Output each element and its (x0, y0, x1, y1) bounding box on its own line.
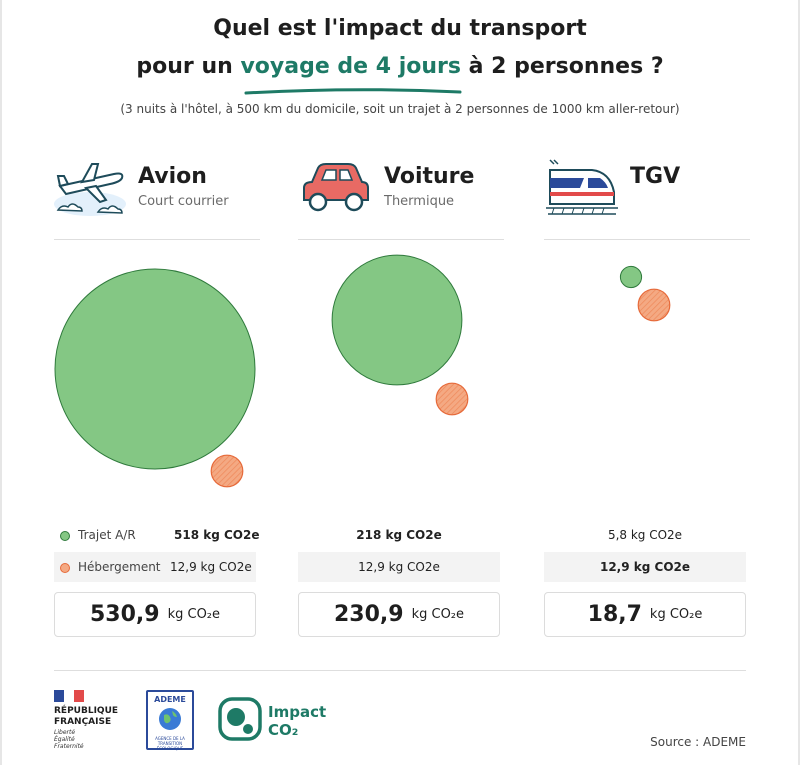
subtitle: (3 nuits à l'hôtel, à 500 km du domicile… (120, 102, 680, 116)
bubble-lodging-tgv (637, 288, 671, 322)
marianne-flag-icon (54, 690, 84, 702)
rf-motto-1: Liberté (54, 729, 76, 736)
col-name-tgv: TGV (630, 164, 681, 189)
legend-trip-dot (60, 531, 70, 541)
trip-value-voiture: 218 kg CO2e (356, 528, 442, 542)
lodging-row-bg (544, 552, 746, 582)
legend-trip-label: Trajet A/R (78, 528, 136, 542)
header-separator (54, 239, 260, 240)
total-value-tgv: 18,7 (587, 602, 642, 627)
lodging-row-bg (298, 552, 500, 582)
rf-motto-3: Fraternité (54, 743, 84, 750)
total-unit-voiture: kg CO₂e (411, 607, 465, 622)
car-icon (303, 163, 369, 212)
highlight-underline (244, 88, 462, 95)
source-text: Source : ADEME (650, 735, 746, 749)
train-icon (546, 159, 618, 215)
total-value-voiture: 230,9 (333, 602, 404, 627)
ademe-subtext: AGENCE DE LA TRANSITION ÉCOLOGIQUE (155, 736, 185, 751)
rf-motto-2: Égalité (54, 736, 75, 743)
ademe-logo: ADEME AGENCE DE LA TRANSITION ÉCOLOGIQUE (146, 690, 194, 751)
total-box-tgv: 18,7 kg CO₂e (544, 592, 746, 637)
title-suffix: à 2 personnes ? (460, 54, 664, 79)
title-line-1: Quel est l'impact du transport (213, 16, 587, 41)
title-line-2: pour un voyage de 4 jours à 2 personnes … (0, 54, 800, 79)
trip-value-avion: 518 kg CO2e (174, 528, 260, 542)
col-sub-avion: Court courrier (138, 194, 229, 209)
bubble-trip-avion (54, 268, 256, 470)
title-highlight: voyage de 4 jours (240, 54, 461, 79)
legend-lodging-dot (60, 563, 70, 573)
bubble-lodging-avion (210, 454, 244, 488)
total-unit-avion: kg CO₂e (167, 607, 221, 622)
lodging-value-tgv: 12,9 kg CO2e (599, 560, 691, 574)
globe-icon (159, 708, 181, 730)
header-separator (298, 239, 504, 240)
col-name-avion: Avion (138, 164, 207, 189)
total-box-avion: 530,9 kg CO₂e (54, 592, 256, 637)
total-value-avion: 530,9 (89, 602, 160, 627)
bubble-trip-tgv (619, 265, 643, 289)
rf-motto: Liberté Égalité Fraternité (54, 729, 84, 750)
rf-line-2: FRANÇAISE (54, 717, 112, 727)
rf-line-1: RÉPUBLIQUE (54, 706, 119, 716)
lodging-value-avion: 12,9 kg CO2e (170, 560, 252, 574)
footer-separator (54, 670, 746, 671)
plane-icon (54, 163, 126, 216)
title-prefix: pour un (136, 54, 241, 79)
impact-co2-logo-icon (218, 697, 262, 741)
ademe-label: ADEME (154, 695, 186, 704)
total-unit-tgv: kg CO₂e (649, 607, 703, 622)
col-name-voiture: Voiture (384, 164, 475, 189)
col-sub-voiture: Thermique (384, 194, 455, 209)
legend-lodging-label: Hébergement (78, 560, 161, 574)
republique-francaise-text: RÉPUBLIQUE FRANÇAISE (54, 706, 118, 728)
lodging-row-bg (54, 552, 256, 582)
trip-value-tgv: 5,8 kg CO2e (607, 528, 683, 542)
impact-line-2: CO₂ (268, 721, 299, 739)
header-separator (544, 239, 750, 240)
total-box-voiture: 230,9 kg CO₂e (298, 592, 500, 637)
bubble-lodging-voiture (435, 382, 469, 416)
impact-line-1: Impact (268, 703, 327, 721)
impact-co2-label: Impact CO₂ (268, 703, 326, 739)
bubble-trip-voiture (331, 254, 463, 386)
lodging-value-voiture: 12,9 kg CO2e (358, 560, 440, 574)
